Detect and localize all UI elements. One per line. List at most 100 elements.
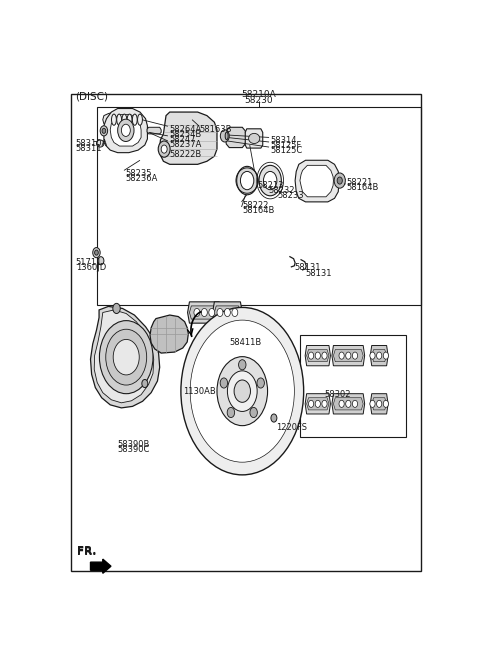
Polygon shape xyxy=(305,345,330,366)
Polygon shape xyxy=(91,306,160,408)
Circle shape xyxy=(118,119,134,142)
Text: 58125C: 58125C xyxy=(270,146,302,155)
Polygon shape xyxy=(226,127,246,148)
Text: 1220FS: 1220FS xyxy=(276,422,307,432)
Circle shape xyxy=(209,308,215,316)
Text: 1130AB: 1130AB xyxy=(183,387,216,396)
Text: 58264A: 58264A xyxy=(170,125,202,134)
Circle shape xyxy=(383,400,388,407)
Polygon shape xyxy=(103,112,115,126)
Text: 58390C: 58390C xyxy=(118,445,150,455)
Circle shape xyxy=(250,407,257,418)
Text: 58210A: 58210A xyxy=(241,90,276,100)
Text: 58222B: 58222B xyxy=(170,150,202,159)
Circle shape xyxy=(352,352,358,359)
Text: 58125F: 58125F xyxy=(270,141,301,150)
Circle shape xyxy=(102,129,106,133)
Circle shape xyxy=(370,352,375,359)
Polygon shape xyxy=(110,115,141,146)
Circle shape xyxy=(158,141,170,158)
Text: 58232: 58232 xyxy=(268,186,295,194)
Polygon shape xyxy=(150,315,188,353)
Circle shape xyxy=(377,400,382,407)
Bar xyxy=(300,335,406,437)
Circle shape xyxy=(217,308,223,316)
Text: 58310A: 58310A xyxy=(75,139,107,148)
Text: 58411B: 58411B xyxy=(229,338,262,347)
Circle shape xyxy=(113,339,139,375)
Text: 58254B: 58254B xyxy=(170,130,202,139)
Polygon shape xyxy=(147,127,161,134)
Text: FR.: FR. xyxy=(77,547,96,557)
Circle shape xyxy=(202,308,207,316)
Text: 58233: 58233 xyxy=(277,190,304,200)
Circle shape xyxy=(228,371,257,411)
Circle shape xyxy=(142,380,148,387)
Text: 58164B: 58164B xyxy=(347,183,379,192)
Circle shape xyxy=(352,400,358,407)
Polygon shape xyxy=(94,310,154,403)
Circle shape xyxy=(161,145,167,153)
Text: 58236A: 58236A xyxy=(125,175,157,183)
Text: 58131: 58131 xyxy=(294,263,321,272)
Text: 58163B: 58163B xyxy=(200,125,232,134)
Circle shape xyxy=(257,378,264,388)
Circle shape xyxy=(334,173,345,188)
Circle shape xyxy=(99,321,153,393)
Circle shape xyxy=(237,166,258,195)
Ellipse shape xyxy=(225,132,228,140)
Ellipse shape xyxy=(96,140,104,147)
Circle shape xyxy=(271,414,277,422)
Circle shape xyxy=(339,400,344,407)
Circle shape xyxy=(337,177,342,184)
Polygon shape xyxy=(295,160,339,202)
Text: 58235: 58235 xyxy=(125,169,152,179)
Circle shape xyxy=(98,256,104,265)
Polygon shape xyxy=(305,393,330,414)
Text: 58247: 58247 xyxy=(170,135,196,144)
Polygon shape xyxy=(104,109,147,153)
Text: 58222: 58222 xyxy=(242,201,269,210)
Circle shape xyxy=(259,165,281,196)
Circle shape xyxy=(225,308,230,316)
Circle shape xyxy=(264,171,277,190)
Polygon shape xyxy=(188,302,221,323)
Polygon shape xyxy=(307,349,329,362)
Text: 58314: 58314 xyxy=(270,136,297,145)
Circle shape xyxy=(309,352,314,359)
Ellipse shape xyxy=(117,114,121,125)
Text: 51711: 51711 xyxy=(76,258,102,267)
Text: 58131: 58131 xyxy=(305,270,332,278)
Circle shape xyxy=(190,320,294,462)
Text: 58302: 58302 xyxy=(324,389,350,399)
Circle shape xyxy=(93,248,100,258)
Circle shape xyxy=(220,378,228,388)
Circle shape xyxy=(181,307,304,475)
Text: 58164B: 58164B xyxy=(242,206,275,215)
Polygon shape xyxy=(372,349,386,362)
Circle shape xyxy=(239,360,246,370)
Bar xyxy=(97,107,421,305)
Text: 58237A: 58237A xyxy=(170,140,202,149)
Ellipse shape xyxy=(138,114,143,125)
Circle shape xyxy=(370,400,375,407)
Circle shape xyxy=(383,352,388,359)
FancyArrow shape xyxy=(91,559,111,573)
Circle shape xyxy=(227,407,235,418)
Text: 58221: 58221 xyxy=(347,178,373,187)
Circle shape xyxy=(113,303,120,314)
Polygon shape xyxy=(160,112,217,164)
Polygon shape xyxy=(332,393,365,414)
Polygon shape xyxy=(334,398,363,410)
Ellipse shape xyxy=(132,114,137,125)
Circle shape xyxy=(346,400,351,407)
Text: 1360JD: 1360JD xyxy=(76,263,106,272)
Circle shape xyxy=(95,250,98,255)
Text: 58311: 58311 xyxy=(75,144,101,153)
Ellipse shape xyxy=(111,114,116,125)
Circle shape xyxy=(106,330,147,385)
Polygon shape xyxy=(300,165,334,197)
Ellipse shape xyxy=(122,114,127,125)
Circle shape xyxy=(339,352,344,359)
Circle shape xyxy=(194,308,200,316)
